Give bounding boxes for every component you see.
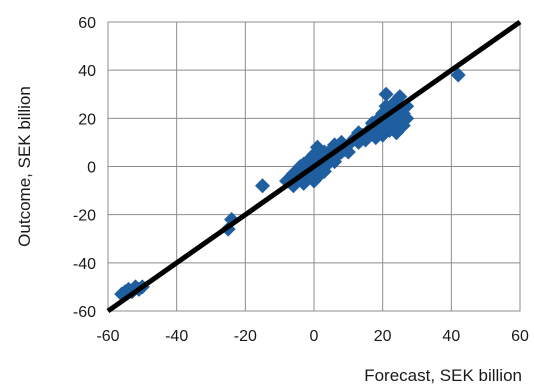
x-tick-label: -60 bbox=[96, 328, 119, 345]
data-point bbox=[450, 67, 466, 83]
x-tick-label: 20 bbox=[374, 328, 392, 345]
y-tick-label: 60 bbox=[78, 15, 96, 32]
y-tick-label: -20 bbox=[73, 208, 96, 225]
y-tick-label: 0 bbox=[87, 160, 96, 177]
reference-line bbox=[106, 19, 522, 314]
data-point bbox=[340, 144, 356, 160]
x-axis-ticks: -60 -40 -20 0 20 40 60 bbox=[96, 328, 529, 345]
y-axis-label: Outcome, SEK billion bbox=[15, 86, 34, 247]
x-tick-label: 0 bbox=[310, 328, 319, 345]
data-point bbox=[255, 178, 270, 194]
y-tick-label: 40 bbox=[78, 63, 96, 80]
y-tick-label: -40 bbox=[73, 256, 96, 273]
data-point bbox=[392, 89, 408, 105]
x-axis-label: Forecast, SEK billion bbox=[364, 366, 522, 385]
y-tick-label: 20 bbox=[78, 111, 96, 128]
data-point bbox=[399, 110, 415, 126]
x-tick-label: -20 bbox=[234, 328, 257, 345]
x-tick-label: 60 bbox=[511, 328, 529, 345]
y-tick-label: -60 bbox=[73, 304, 96, 321]
data-point bbox=[378, 86, 394, 102]
y-axis-ticks: -60 -40 -20 0 20 40 60 bbox=[73, 15, 96, 321]
x-tick-label: -40 bbox=[165, 328, 188, 345]
x-tick-label: 40 bbox=[442, 328, 460, 345]
